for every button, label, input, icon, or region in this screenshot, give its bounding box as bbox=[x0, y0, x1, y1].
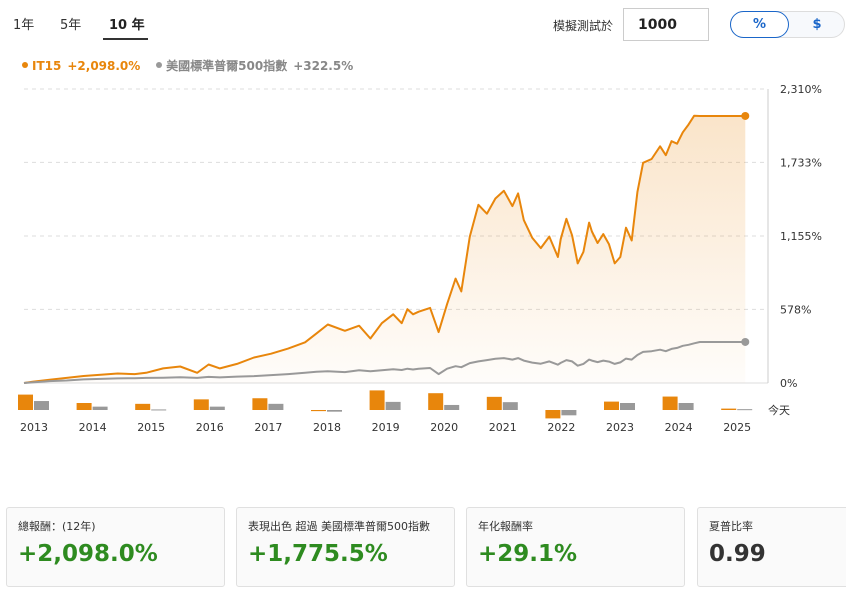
annual-bar-it15 bbox=[604, 401, 619, 410]
series-line-it15 bbox=[23, 114, 746, 384]
x-tick-label: 2014 bbox=[79, 421, 107, 434]
outperformance-value: +1,775.5% bbox=[248, 541, 388, 567]
annual-bar-sp500 bbox=[502, 402, 518, 410]
y-tick-label: 0% bbox=[780, 377, 797, 390]
annualized-return-value: +29.1% bbox=[478, 541, 578, 567]
x-tick-label: 2020 bbox=[430, 421, 458, 434]
series-line-sp500 bbox=[23, 341, 746, 384]
card-label: 夏普比率 bbox=[709, 520, 753, 533]
annual-bar-it15 bbox=[662, 396, 678, 410]
card-label: 年化報酬率 bbox=[478, 520, 533, 533]
dollar-toggle-button[interactable]: $ bbox=[812, 17, 822, 32]
sharpe-ratio-card: 夏普比率 0.99 bbox=[697, 507, 846, 587]
tab-10-year[interactable]: 10 年 bbox=[109, 18, 145, 33]
top-bar: 1年 5年 10 年 模擬測試於 % $ bbox=[0, 0, 846, 50]
x-tick-label: 2022 bbox=[547, 421, 575, 434]
sharpe-ratio-value: 0.99 bbox=[709, 541, 766, 567]
annual-bar-it15 bbox=[18, 394, 33, 410]
legend-item-sp500[interactable]: 美國標準普爾500指數 +322.5% bbox=[156, 57, 353, 74]
x-tick-label: 2019 bbox=[372, 421, 400, 434]
annual-bar-it15 bbox=[76, 403, 92, 410]
legend-value: +2,098.0% bbox=[67, 59, 141, 73]
legend-item-it15[interactable]: IT15 +2,098.0% bbox=[22, 59, 140, 73]
annual-bar-sp500 bbox=[268, 403, 284, 410]
x-tick-label: 2023 bbox=[606, 421, 634, 434]
annual-bar-sp500 bbox=[561, 410, 577, 416]
legend-value: +322.5% bbox=[293, 59, 354, 73]
series-end-dot-it15 bbox=[741, 111, 750, 120]
x-tick-label: 2015 bbox=[137, 421, 165, 434]
annual-bar-it15 bbox=[545, 410, 561, 419]
legend-dot-icon bbox=[22, 62, 28, 68]
active-tab-underline bbox=[103, 38, 148, 40]
x-tick-label: 2021 bbox=[489, 421, 517, 434]
annual-bar-it15 bbox=[721, 408, 737, 410]
card-label: 總報酬：(12年) bbox=[18, 520, 96, 533]
annual-bar-sp500 bbox=[92, 406, 108, 410]
legend-name: 美國標準普爾500指數 bbox=[166, 59, 288, 73]
annual-bar-sp500 bbox=[151, 409, 167, 411]
legend-name: IT15 bbox=[32, 59, 62, 73]
annual-bar-it15 bbox=[369, 390, 385, 410]
annual-bar-sp500 bbox=[34, 401, 49, 410]
annual-bar-it15 bbox=[311, 410, 326, 412]
simulation-amount-input[interactable] bbox=[623, 8, 709, 41]
annual-bar-sp500 bbox=[620, 403, 635, 410]
legend-dot-icon bbox=[156, 62, 163, 68]
series-end-dot-sp500 bbox=[741, 337, 750, 346]
tab-5-year[interactable]: 5年 bbox=[60, 18, 82, 33]
annual-bar-it15 bbox=[135, 403, 151, 410]
total-return-value: +2,098.0% bbox=[18, 541, 158, 567]
x-tick-label: 2016 bbox=[196, 421, 224, 434]
annual-bar-sp500 bbox=[385, 401, 401, 410]
annual-bar-it15 bbox=[252, 398, 268, 410]
performance-chart[interactable]: 2,310% 1,733% 1,155% 578% 0% 2013 2014 2015 2016… bbox=[0, 75, 846, 440]
x-tick-label: 2024 bbox=[665, 421, 693, 434]
total-return-card: 總報酬：(12年) +2,098.0% bbox=[6, 507, 225, 587]
outperformance-card: 表現出色 超過 美國標準普爾500指數 +1,775.5% bbox=[236, 507, 455, 587]
annual-bar-sp500 bbox=[737, 409, 753, 411]
y-tick-label: 1,733% bbox=[780, 156, 822, 169]
tab-1-year[interactable]: 1年 bbox=[13, 18, 35, 33]
annual-bar-sp500 bbox=[678, 403, 694, 410]
series-area-it15 bbox=[24, 115, 746, 383]
y-tick-label: 2,310% bbox=[780, 83, 822, 96]
x-tick-label: 2017 bbox=[254, 421, 282, 434]
percent-toggle-button[interactable]: % bbox=[730, 11, 789, 38]
annual-bar-sp500 bbox=[444, 404, 460, 410]
simulation-label: 模擬測試於 bbox=[553, 19, 614, 33]
annual-bar-it15 bbox=[428, 393, 444, 410]
annualized-return-card: 年化報酬率 +29.1% bbox=[466, 507, 685, 587]
annual-bar-sp500 bbox=[209, 406, 225, 410]
chart-legend: IT15 +2,098.0% 美國標準普爾500指數 +322.5% bbox=[22, 57, 365, 74]
y-tick-label: 1,155% bbox=[780, 230, 822, 243]
y-tick-label: 578% bbox=[780, 303, 811, 316]
card-label: 表現出色 超過 美國標準普爾500指數 bbox=[248, 520, 430, 533]
annual-bar-it15 bbox=[486, 396, 502, 410]
x-tick-label: 2018 bbox=[313, 421, 341, 434]
x-tick-label: 2013 bbox=[20, 421, 48, 434]
today-label: 今天 bbox=[768, 403, 790, 417]
x-tick-label: 2025 bbox=[723, 421, 751, 434]
annual-bar-sp500 bbox=[327, 410, 342, 412]
unit-toggle: % $ bbox=[730, 11, 845, 38]
annual-bar-it15 bbox=[193, 399, 209, 410]
